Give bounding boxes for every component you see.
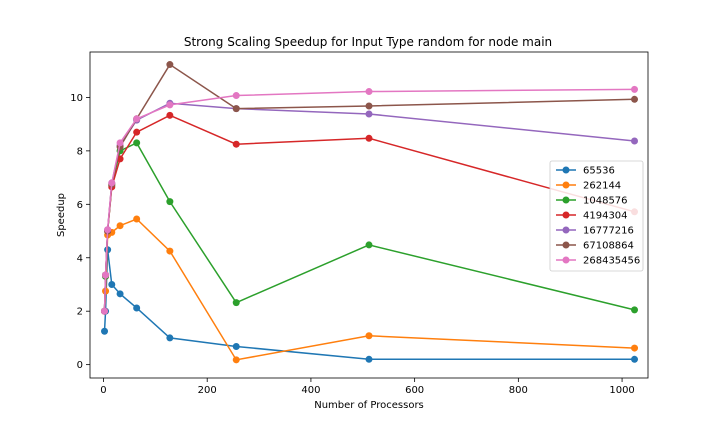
data-point [631,95,639,103]
data-point [116,139,124,147]
data-point [631,137,639,145]
y-tick-label: 8 [77,146,83,157]
legend-swatch-marker [562,166,570,174]
x-axis-label: Number of Processors [314,400,424,411]
data-point [631,306,639,314]
data-point [104,226,112,234]
data-point [365,88,373,96]
legend-swatch-marker [562,181,570,189]
legend-item: 262144 [556,181,621,192]
x-tick-label: 0 [100,385,106,396]
data-point [232,105,240,113]
legend-label: 67108864 [583,241,634,252]
data-point [102,271,110,279]
legend-label: 4194304 [583,211,628,222]
data-point [108,179,116,187]
legend-item: 4194304 [556,211,628,222]
data-point [631,344,639,352]
y-axis: 0 2 4 6 8 10 [70,93,90,371]
data-point [133,304,141,312]
x-tick-label: 1000 [609,385,634,396]
data-point [365,102,373,110]
x-axis: 0 200 400 600 800 1000 [100,378,635,396]
data-point [166,61,174,69]
legend-swatch-marker [562,211,570,219]
y-tick-label: 4 [77,253,83,264]
data-point [365,332,373,340]
data-point [166,111,174,119]
data-point [365,110,373,118]
legend-label: 16777216 [583,226,634,237]
series-268435456 [101,85,639,315]
x-tick-label: 400 [301,385,320,396]
data-point [631,355,639,363]
data-point [166,334,174,342]
data-point [365,241,373,249]
legend-swatch-marker [562,241,570,249]
x-tick-label: 600 [405,385,424,396]
y-tick-label: 2 [77,307,83,318]
data-point [133,128,141,136]
y-tick-label: 10 [70,93,83,104]
plot-frame [89,51,649,379]
data-point [108,280,116,288]
data-point [116,222,124,230]
x-tick-label: 200 [198,385,217,396]
y-axis-label: Speedup [56,193,67,237]
data-point [232,356,240,364]
data-point [166,198,174,206]
data-point [101,307,109,315]
data-point [133,139,141,147]
series-layer [101,61,639,364]
legend-label: 1048576 [583,196,628,207]
data-point [365,134,373,142]
legend-item: 1048576 [556,196,628,207]
y-tick-label: 6 [77,200,83,211]
legend-label: 65536 [583,166,615,177]
data-point [232,299,240,307]
legend-swatch-marker [562,256,570,264]
x-tick-label: 800 [509,385,528,396]
data-point [116,290,124,298]
legend: 65536 262144 1048576 4194304 16777216 6710886… [549,160,644,272]
legend-item: 67108864 [556,241,634,252]
legend-item: 65536 [556,166,615,177]
series-line [103,88,635,312]
data-point [232,140,240,148]
data-point [365,355,373,363]
legend-swatch-marker [562,196,570,204]
data-point [166,247,174,255]
chart-title: Strong Scaling Speedup for Input Type ra… [184,35,552,49]
data-point [232,92,240,100]
legend-label: 262144 [583,181,621,192]
data-point [133,215,141,223]
data-point [232,342,240,350]
data-point [166,101,174,109]
data-point [631,85,639,93]
y-tick-label: 0 [77,360,83,371]
legend-label: 268435456 [583,256,640,267]
legend-item: 16777216 [556,226,634,237]
data-point [101,327,109,335]
data-point [133,115,141,123]
legend-box [549,160,644,272]
legend-swatch-marker [562,226,570,234]
legend-item: 268435456 [556,256,640,267]
